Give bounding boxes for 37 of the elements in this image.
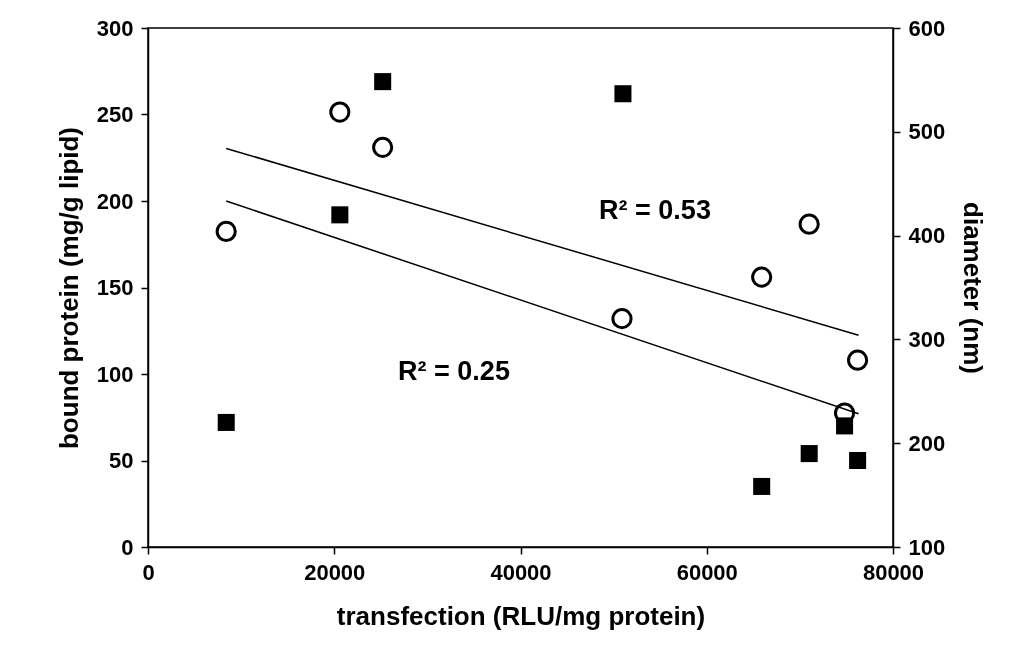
point <box>751 266 773 288</box>
y-tick-label: 200 <box>96 188 134 214</box>
point <box>849 451 867 470</box>
point <box>800 445 818 463</box>
y-tick-label: 150 <box>96 275 134 300</box>
y2-tick-label: 300 <box>908 326 946 352</box>
y2-axis-title: diameter (nm) <box>958 202 989 374</box>
point <box>215 220 237 243</box>
y-tick-label: 300 <box>96 15 134 41</box>
point <box>372 136 394 158</box>
x-axis-title: transfection (RLU/mg protein) <box>336 600 706 631</box>
y-axis-title: bound protein (mg/g lipid) <box>53 126 84 450</box>
x-tick-label: 0 <box>142 559 155 585</box>
point <box>329 101 351 123</box>
y-tick-label: 50 <box>109 448 134 473</box>
point <box>753 477 771 495</box>
annotation: R² = 0.53 <box>599 195 711 225</box>
y2-tick-label: 100 <box>908 534 946 560</box>
x-tick-label: 20000 <box>304 559 366 585</box>
point <box>611 308 633 330</box>
y2-tick-label: 200 <box>908 430 946 456</box>
x-tick-label: 40000 <box>490 559 552 585</box>
x-tick-label: 80000 <box>862 559 925 585</box>
x-tick-label: 60000 <box>676 559 738 585</box>
y2-tick-label: 500 <box>908 119 946 145</box>
y-tick-label: 100 <box>96 361 134 387</box>
point <box>331 206 349 224</box>
y-tick-label: 0 <box>121 534 134 560</box>
point <box>374 73 392 91</box>
point <box>847 349 869 371</box>
annotation: R² = 0.25 <box>398 356 510 386</box>
y2-tick-label: 400 <box>908 223 946 249</box>
point <box>798 213 820 235</box>
point <box>614 85 632 103</box>
y2-tick-label: 600 <box>908 15 946 41</box>
y-tick-label: 250 <box>96 102 134 127</box>
point <box>217 413 235 431</box>
